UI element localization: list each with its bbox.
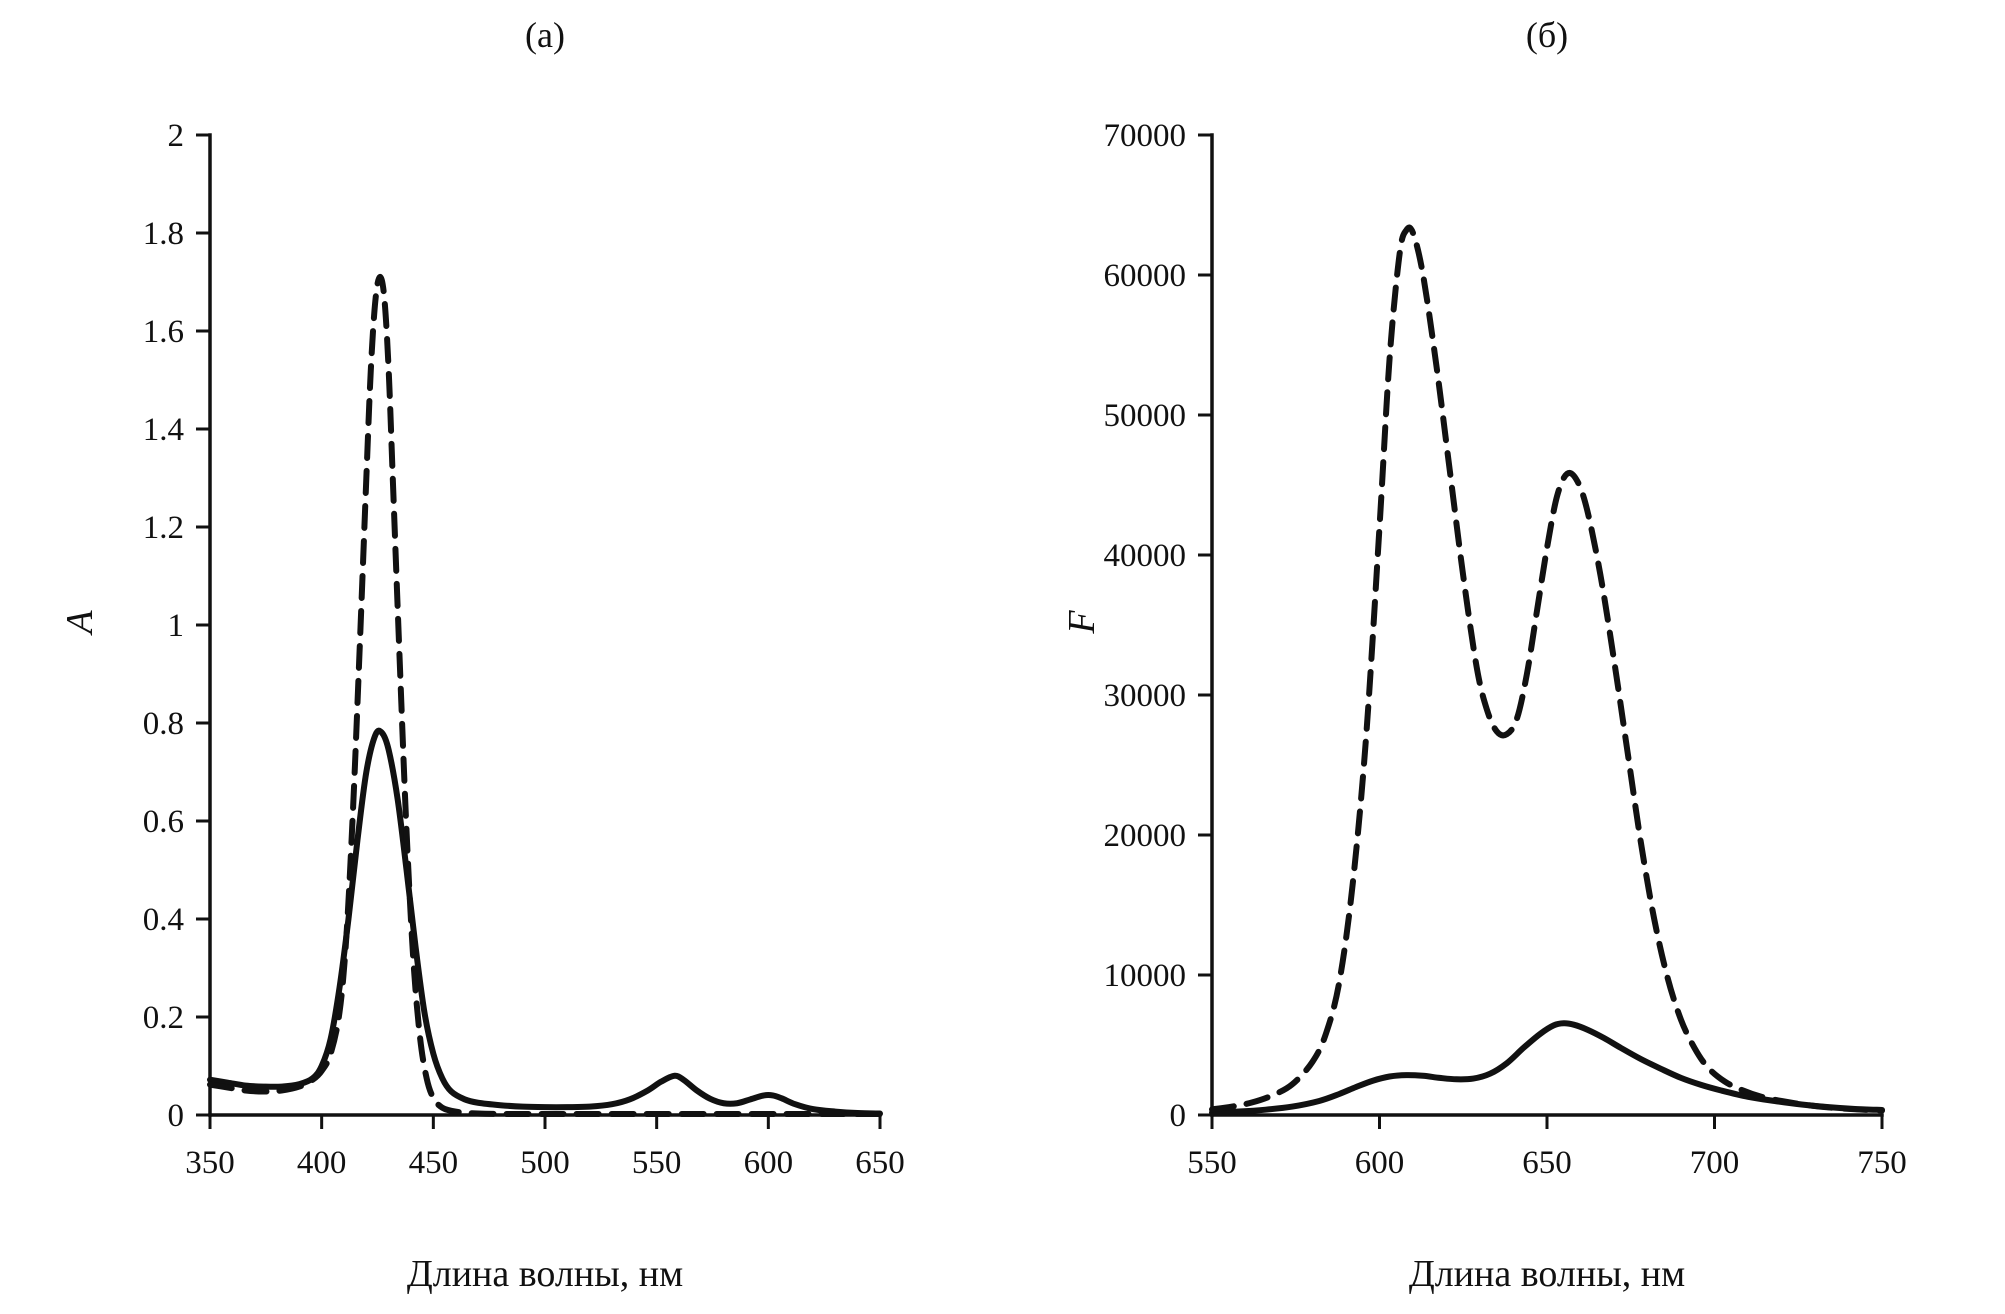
x-tick-label: 600 bbox=[744, 1145, 794, 1181]
y-tick-label: 0.2 bbox=[143, 1000, 184, 1036]
panel-a-title: (а) bbox=[525, 15, 565, 55]
y-tick-label: 70000 bbox=[1104, 118, 1187, 154]
curve-dashed bbox=[207, 274, 883, 1118]
curve-dashed bbox=[1209, 224, 1885, 1114]
y-tick-label: 2 bbox=[168, 118, 185, 154]
curve-solid bbox=[207, 727, 883, 1117]
y-tick-label: 20000 bbox=[1104, 818, 1187, 854]
x-tick-label: 600 bbox=[1355, 1145, 1405, 1181]
panel-a-x-axis-label: Длина волны, нм bbox=[406, 1253, 684, 1295]
y-tick-label: 0.8 bbox=[143, 706, 184, 742]
panel-a: (а) A 350 400 450 500 550 600 650 0 0.2 0.4 0.6 0.8… bbox=[0, 0, 1002, 1314]
x-tick-label: 400 bbox=[297, 1145, 347, 1181]
y-tick-label: 0 bbox=[168, 1098, 185, 1134]
x-tick-label: 650 bbox=[1522, 1145, 1572, 1181]
y-tick-label: 1.6 bbox=[143, 314, 184, 350]
panel-b: (б) F 550 600 650 700 750 0 10000 20000 30000 400… bbox=[1002, 0, 2004, 1314]
x-tick-label: 550 bbox=[632, 1145, 682, 1181]
y-tick-label: 0.4 bbox=[143, 902, 184, 938]
x-tick-label: 750 bbox=[1857, 1145, 1907, 1181]
x-tick-label: 350 bbox=[185, 1145, 235, 1181]
x-tick-label: 550 bbox=[1187, 1145, 1237, 1181]
panel-b-x-axis-label: Длина волны, нм bbox=[1408, 1253, 1686, 1295]
y-tick-label: 0.6 bbox=[143, 804, 184, 840]
curve-solid bbox=[1209, 1020, 1885, 1116]
x-tick-label: 700 bbox=[1690, 1145, 1740, 1181]
x-tick-label: 500 bbox=[520, 1145, 570, 1181]
y-tick-label: 50000 bbox=[1104, 398, 1187, 434]
y-tick-label: 40000 bbox=[1104, 538, 1187, 574]
y-tick-label: 60000 bbox=[1104, 258, 1187, 294]
x-tick-label: 650 bbox=[855, 1145, 905, 1181]
panel-b-plot: 550 600 650 700 750 0 10000 20000 30000 40000 5000… bbox=[1104, 118, 1907, 1181]
y-tick-label: 1 bbox=[168, 608, 185, 644]
y-tick-label: 1.8 bbox=[143, 216, 184, 252]
x-tick-label: 450 bbox=[409, 1145, 459, 1181]
y-tick-label: 10000 bbox=[1104, 958, 1187, 994]
y-tick-label: 30000 bbox=[1104, 678, 1187, 714]
panel-a-plot: 350 400 450 500 550 600 650 0 0.2 0.4 0.6 0.8 1 1.2 1.… bbox=[143, 118, 905, 1181]
panel-b-title: (б) bbox=[1525, 15, 1569, 55]
y-tick-label: 1.4 bbox=[143, 412, 184, 448]
y-tick-label: 0 bbox=[1170, 1098, 1187, 1134]
y-tick-label: 1.2 bbox=[143, 510, 184, 546]
